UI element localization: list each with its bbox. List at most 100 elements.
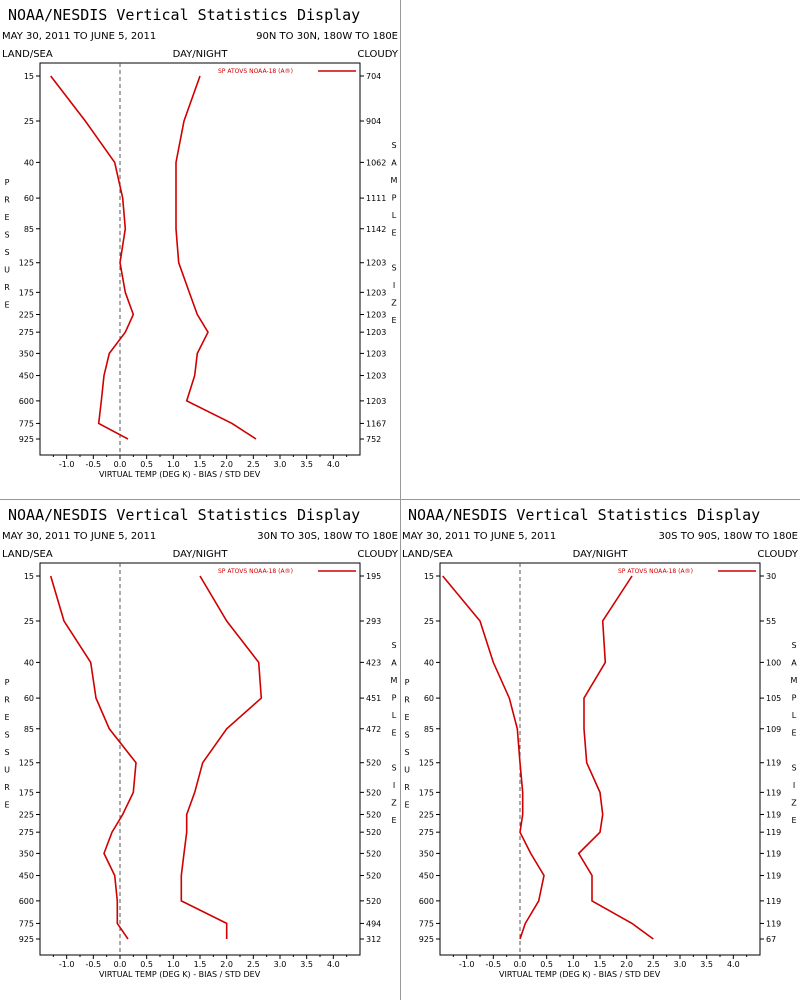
x-tick-label: 3.0 [274,960,287,969]
sample-size-axis-letter: E [391,816,396,825]
pressure-tick-label: 15 [424,572,434,581]
sample-size-axis-letter: P [392,694,397,703]
sample-size-axis-letter: M [791,676,798,685]
panel-divider-vertical [400,0,401,1000]
x-tick-label: 3.0 [274,460,287,469]
pressure-axis-letter: P [5,178,10,187]
x-tick-label: 4.0 [327,460,340,469]
pressure-axis-letter: U [404,766,410,775]
sample-size-axis-letter: A [391,659,397,668]
x-tick-label: 3.5 [300,460,313,469]
day-night-label: DAY/NIGHT [573,549,629,560]
sample-size-axis-letter: Z [391,799,397,808]
land-sea-label: LAND/SEA [402,549,453,560]
pressure-tick-label: 925 [419,935,434,944]
pressure-tick-label: 15 [24,572,34,581]
sample-size-label: 520 [366,828,381,837]
date-range: MAY 30, 2011 TO JUNE 5, 2011 [2,531,156,542]
pressure-tick-label: 600 [19,897,34,906]
x-tick-label: 2.5 [647,960,660,969]
sample-size-axis-letter: Z [791,799,797,808]
series-line-std-dev [577,575,654,940]
sample-size-label: 119 [766,828,781,837]
pressure-tick-label: 40 [24,158,34,167]
sample-size-label: 520 [366,849,381,858]
pressure-tick-label: 125 [19,259,34,268]
date-range: MAY 30, 2011 TO JUNE 5, 2011 [402,531,556,542]
pressure-tick-label: 85 [24,725,34,734]
sample-size-label: 1111 [366,194,386,203]
sample-size-axis-letter: L [392,211,397,220]
pressure-axis-letter: E [4,801,9,810]
plot-area-2: -1.0 -0.5 0.0 0.5 1.0 1.5 2.0 2.5 3.0 3.5 4.0 15 195… [19,563,381,969]
sample-size-axis-letter: Z [391,299,397,308]
pressure-tick-label: 225 [419,810,434,819]
pressure-tick-label: 25 [424,617,434,626]
day-night-label: DAY/NIGHT [173,549,229,560]
chart-title: NOAA/NESDIS Vertical Statistics Display [408,506,760,524]
pressure-tick-label: 175 [19,288,34,297]
pressure-tick-label: 60 [24,694,34,703]
pressure-tick-label: 225 [19,810,34,819]
pressure-tick-label: 350 [419,849,434,858]
x-tick-label: 0.0 [114,960,127,969]
pressure-tick-label: 40 [424,658,434,667]
sample-size-label: 520 [366,897,381,906]
x-tick-label: 2.5 [247,960,260,969]
pressure-axis-letter: S [4,248,9,257]
pressure-axis-letter: E [404,801,409,810]
chart-panel-2: NOAA/NESDIS Vertical Statistics Display … [0,500,400,1000]
pressure-tick-label: 275 [419,828,434,837]
pressure-axis-letter: S [404,731,409,740]
land-sea-label: LAND/SEA [2,549,53,560]
sample-size-axis-letter: P [392,194,397,203]
pressure-axis-letter: S [4,231,9,240]
x-tick-label: 1.5 [194,460,207,469]
series-line-std-dev [180,575,263,939]
sample-size-axis-letter: S [391,141,396,150]
plot-frame [39,562,361,956]
legend-label: SP ATOVS NOAA-18 (A®) [218,568,293,575]
sample-size-label: 704 [366,72,381,81]
sample-size-label: 119 [766,849,781,858]
pressure-axis-letter: P [5,678,10,687]
sample-size-label: 1203 [366,259,386,268]
sample-size-label: 1203 [366,310,386,319]
sample-size-label: 1167 [366,419,386,428]
region-label: 30S TO 90S, 180W TO 180E [658,531,798,542]
sample-size-axis-letter: I [793,781,795,790]
pressure-tick-label: 775 [19,419,34,428]
pressure-tick-label: 775 [419,919,434,928]
sample-size-label: 119 [766,759,781,768]
cloudy-label: CLOUDY [357,549,399,560]
chart-panel-3: NOAA/NESDIS Vertical Statistics Display … [400,500,800,1000]
x-tick-label: 3.5 [700,960,713,969]
sample-size-label: 105 [766,694,781,703]
pressure-axis-letter: S [404,748,409,757]
pressure-tick-label: 450 [19,372,34,381]
x-tick-label: 3.5 [300,960,313,969]
pressure-tick-label: 25 [24,617,34,626]
sample-size-label: 119 [766,872,781,881]
sample-size-label: 1203 [366,372,386,381]
pressure-tick-label: 275 [19,328,34,337]
sample-size-label: 423 [366,658,381,667]
sample-size-label: 30 [766,572,776,581]
sample-size-axis-letter: E [391,229,396,238]
sample-size-axis-letter: S [791,641,796,650]
x-tick-label: 2.0 [620,960,633,969]
pressure-tick-label: 925 [19,435,34,444]
pressure-axis-letter: R [404,696,410,705]
region-label: 30N TO 30S, 180W TO 180E [257,531,398,542]
x-tick-label: 0.5 [140,960,153,969]
pressure-axis-letter: U [4,766,10,775]
date-range: MAY 30, 2011 TO JUNE 5, 2011 [2,31,156,42]
plot-frame [439,562,761,956]
pressure-tick-label: 60 [424,694,434,703]
chart-panel-1: NOAA/NESDIS Vertical Statistics Display … [0,0,400,500]
x-axis-label: VIRTUAL TEMP (DEG K) - BIAS / STD DEV [99,470,261,479]
sample-size-label: 472 [366,725,381,734]
pressure-axis-letter: R [4,196,10,205]
